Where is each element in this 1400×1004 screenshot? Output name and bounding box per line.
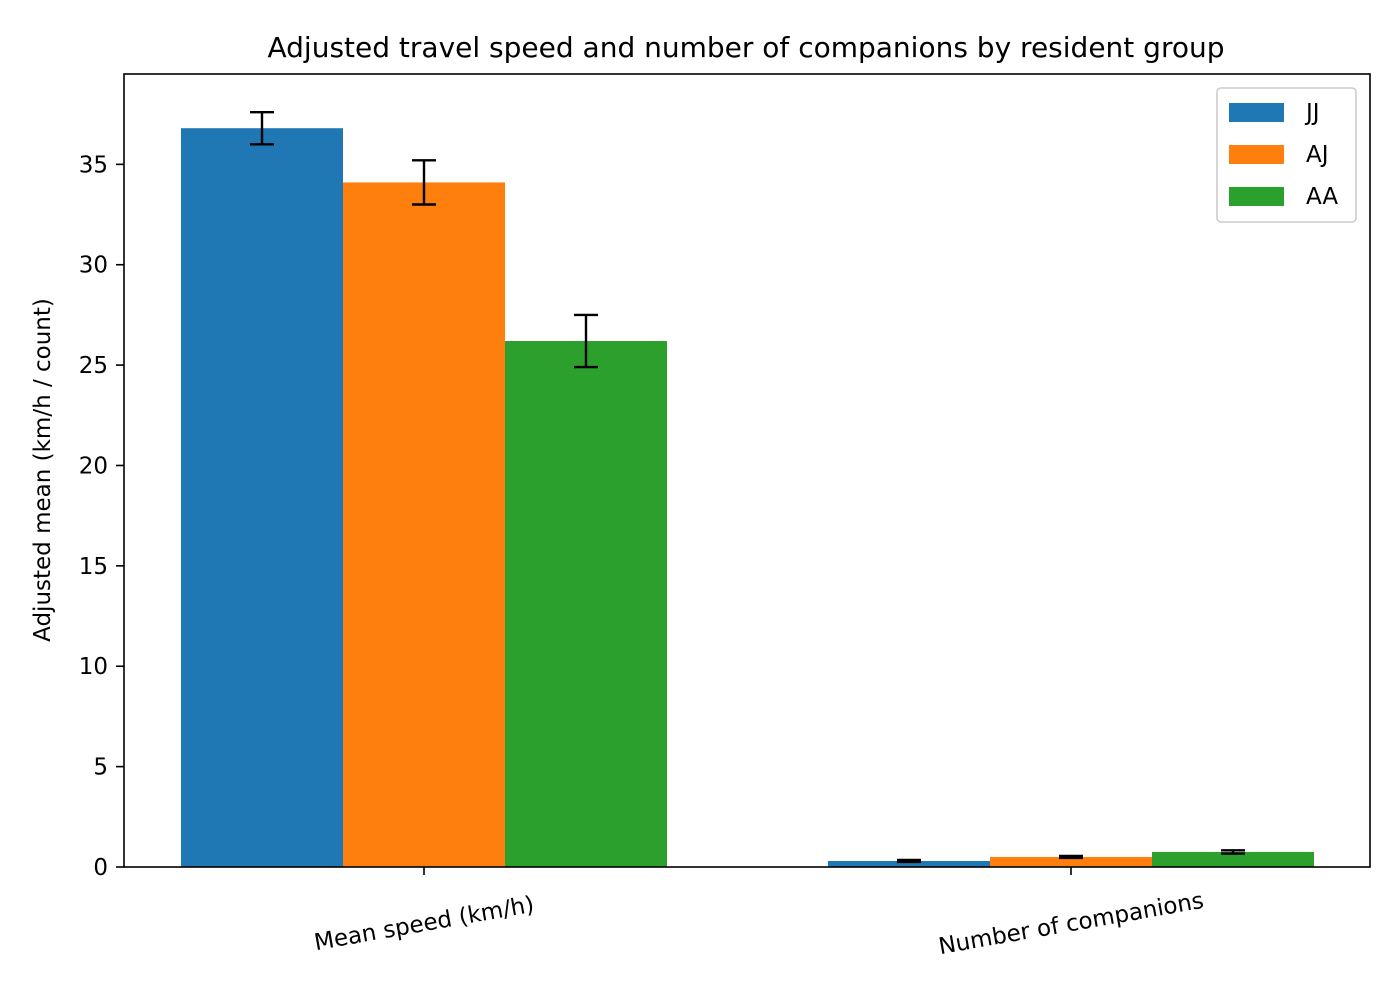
y-tick-label: 5	[93, 755, 108, 781]
legend-swatch-aa	[1229, 187, 1284, 206]
y-tick-label: 10	[79, 654, 108, 680]
y-tick-label: 30	[79, 253, 108, 279]
bars-layer	[181, 128, 1314, 867]
y-tick-label: 35	[79, 152, 108, 178]
y-axis: 0 5 10 15 20 25 30 35	[79, 152, 124, 881]
y-tick-label: 0	[93, 855, 108, 881]
x-tick-label: Number of companions	[937, 888, 1206, 960]
bar-aj-companions	[990, 856, 1152, 867]
legend-label-aj: AJ	[1306, 142, 1329, 168]
error-bar-aj-mean-speed	[412, 159, 436, 206]
y-tick-label: 20	[79, 453, 108, 479]
legend-label-jj: JJ	[1304, 100, 1320, 126]
plot-frame	[123, 73, 1371, 868]
legend-swatch-aj	[1229, 145, 1284, 164]
y-tick-label: 15	[79, 554, 108, 580]
error-bar-jj-companions	[897, 858, 921, 864]
error-bar-aj-companions	[1059, 854, 1083, 860]
bar-jj-companions	[828, 860, 990, 867]
x-axis: Mean speed (km/h) Number of companions	[312, 867, 1206, 960]
error-bars-layer	[250, 110, 1245, 864]
x-tick-label: Mean speed (km/h)	[312, 892, 536, 956]
bar-aj-mean-speed	[343, 182, 505, 867]
bar-aa-companions	[1152, 851, 1314, 867]
legend-label-aa: AA	[1306, 184, 1338, 210]
error-bar-aa-mean-speed	[574, 313, 598, 369]
bar-aa-mean-speed	[505, 341, 667, 867]
y-axis-title: Adjusted mean (km/h / count)	[30, 298, 56, 642]
chart-title: Adjusted travel speed and number of comp…	[268, 31, 1225, 64]
legend-swatch-jj	[1229, 103, 1284, 122]
error-bar-aa-companions	[1221, 849, 1245, 855]
y-tick-label: 25	[79, 353, 108, 379]
error-bar-jj-mean-speed	[250, 110, 274, 146]
bar-jj-mean-speed	[181, 128, 343, 867]
legend: JJ AJ AA	[1216, 87, 1357, 223]
